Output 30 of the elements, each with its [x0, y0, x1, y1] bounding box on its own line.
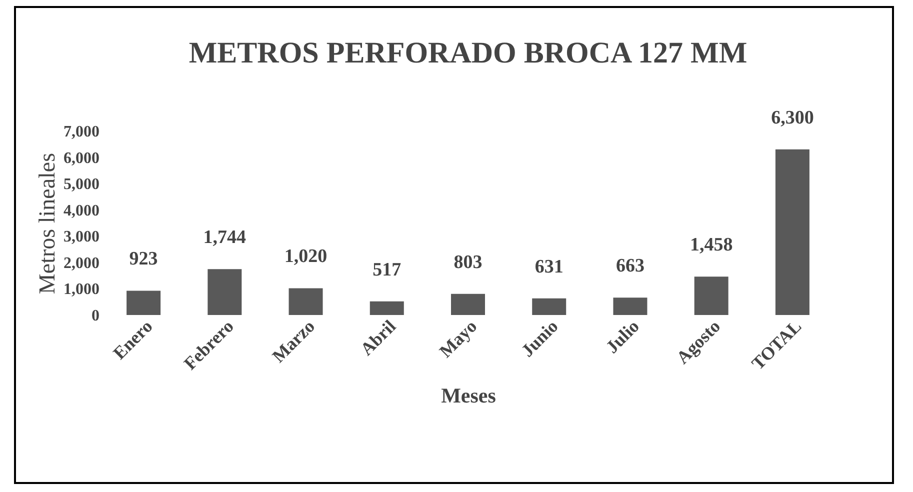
bar — [451, 294, 485, 315]
data-label: 1,020 — [284, 246, 328, 268]
y-tick-label: 3,000 — [64, 228, 100, 246]
bar — [288, 288, 323, 315]
bar — [775, 149, 810, 315]
bar — [532, 298, 566, 315]
bar — [208, 269, 242, 315]
y-tick-label: 6,000 — [64, 150, 100, 167]
x-axis-title: Meses — [441, 384, 496, 408]
bar — [613, 298, 648, 315]
y-axis-title: Metros lineales — [34, 152, 60, 294]
y-tick-label: 7,000 — [64, 124, 100, 140]
data-label: 923 — [129, 248, 158, 270]
bar — [370, 301, 404, 315]
y-tick-label: 2,000 — [64, 254, 100, 272]
chart-title: METROS PERFORADO BROCA 127 MM — [188, 36, 748, 70]
bar — [694, 276, 728, 315]
y-tick-label: 4,000 — [64, 202, 100, 220]
data-label: 1,744 — [203, 227, 247, 248]
data-label: 517 — [372, 259, 402, 280]
data-label: 663 — [616, 256, 644, 277]
y-tick-label: 1,000 — [64, 281, 100, 298]
x-tick-label: Julio — [602, 316, 643, 358]
data-label: 6,300 — [771, 107, 814, 128]
data-label: 631 — [534, 256, 564, 278]
bar — [126, 290, 161, 315]
data-label: 1,458 — [690, 234, 733, 256]
data-label: 803 — [454, 252, 482, 273]
y-tick-label: 0 — [92, 308, 100, 324]
y-tick-label: 5,000 — [64, 176, 100, 194]
